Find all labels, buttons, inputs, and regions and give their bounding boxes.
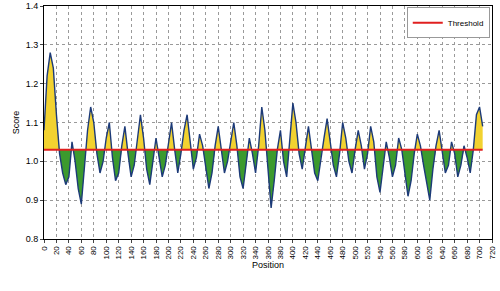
svg-text:140: 140: [127, 246, 136, 260]
svg-text:720: 720: [488, 246, 497, 260]
svg-text:1.0: 1.0: [26, 156, 39, 166]
svg-text:280: 280: [214, 246, 223, 260]
svg-text:560: 560: [388, 246, 397, 260]
svg-text:700: 700: [475, 246, 484, 260]
svg-text:60: 60: [77, 246, 86, 255]
svg-text:100: 100: [102, 246, 111, 260]
svg-text:580: 580: [400, 246, 409, 260]
svg-text:0.8: 0.8: [26, 234, 39, 244]
svg-text:1.1: 1.1: [26, 118, 39, 128]
svg-text:520: 520: [363, 246, 372, 260]
svg-text:40: 40: [64, 246, 73, 255]
svg-text:680: 680: [463, 246, 472, 260]
svg-text:200: 200: [164, 246, 173, 260]
svg-text:20: 20: [52, 246, 61, 255]
svg-text:380: 380: [276, 246, 285, 260]
svg-text:1.3: 1.3: [26, 40, 39, 50]
svg-text:80: 80: [89, 246, 98, 255]
svg-text:1.4: 1.4: [26, 1, 39, 11]
svg-text:600: 600: [413, 246, 422, 260]
svg-text:440: 440: [313, 246, 322, 260]
svg-text:340: 340: [251, 246, 260, 260]
svg-text:620: 620: [425, 246, 434, 260]
svg-text:500: 500: [351, 246, 360, 260]
svg-text:460: 460: [326, 246, 335, 260]
svg-text:160: 160: [139, 246, 148, 260]
svg-text:240: 240: [189, 246, 198, 260]
svg-text:300: 300: [226, 246, 235, 260]
svg-text:180: 180: [152, 246, 161, 260]
svg-text:320: 320: [239, 246, 248, 260]
svg-text:Position: Position: [252, 260, 284, 270]
svg-text:400: 400: [288, 246, 297, 260]
svg-text:420: 420: [301, 246, 310, 260]
svg-text:260: 260: [201, 246, 210, 260]
svg-text:0.9: 0.9: [26, 195, 39, 205]
svg-text:640: 640: [438, 246, 447, 260]
svg-text:1.2: 1.2: [26, 79, 39, 89]
svg-text:220: 220: [176, 246, 185, 260]
svg-text:540: 540: [376, 246, 385, 260]
svg-text:0: 0: [40, 246, 49, 251]
svg-text:Threshold: Threshold: [448, 19, 484, 28]
svg-text:120: 120: [114, 246, 123, 260]
svg-text:360: 360: [264, 246, 273, 260]
svg-text:480: 480: [338, 246, 347, 260]
svg-text:660: 660: [450, 246, 459, 260]
svg-text:Score: Score: [11, 111, 21, 135]
